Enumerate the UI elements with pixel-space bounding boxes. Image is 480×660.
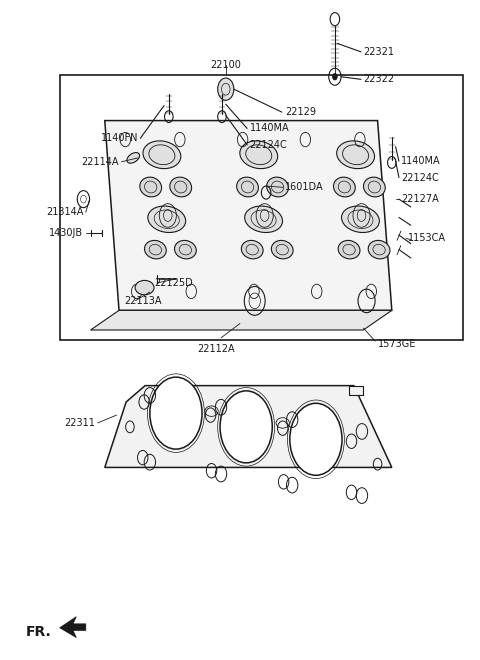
Text: 1140MA: 1140MA (250, 123, 289, 133)
Text: 22321: 22321 (363, 47, 395, 57)
Text: 22129: 22129 (285, 107, 316, 117)
Text: FR.: FR. (25, 626, 51, 640)
Ellipse shape (135, 280, 154, 295)
Text: 22124C: 22124C (401, 172, 439, 183)
Ellipse shape (267, 177, 288, 197)
Text: 22100: 22100 (210, 59, 241, 69)
Polygon shape (105, 121, 392, 310)
Ellipse shape (144, 240, 166, 259)
Text: 21314A: 21314A (46, 207, 84, 217)
Text: 1601DA: 1601DA (285, 182, 324, 192)
Ellipse shape (368, 240, 390, 259)
Polygon shape (349, 385, 363, 395)
Ellipse shape (170, 177, 192, 197)
Circle shape (290, 403, 342, 475)
Text: 22322: 22322 (363, 75, 395, 84)
Circle shape (333, 73, 337, 80)
Ellipse shape (336, 141, 374, 168)
Polygon shape (91, 310, 392, 330)
Text: 1140FN: 1140FN (100, 133, 138, 143)
Text: 22113A: 22113A (124, 296, 161, 306)
Text: 22124C: 22124C (250, 140, 287, 150)
Text: 1430JB: 1430JB (49, 228, 84, 238)
Ellipse shape (363, 177, 385, 197)
Ellipse shape (341, 206, 379, 232)
Circle shape (220, 391, 272, 463)
Text: 22127A: 22127A (401, 194, 439, 204)
Circle shape (218, 78, 234, 100)
Ellipse shape (334, 177, 355, 197)
Text: 1153CA: 1153CA (408, 234, 446, 244)
Circle shape (150, 377, 202, 449)
Ellipse shape (241, 240, 263, 259)
Ellipse shape (140, 177, 162, 197)
Ellipse shape (240, 141, 277, 168)
Ellipse shape (338, 240, 360, 259)
Text: 22125D: 22125D (155, 278, 193, 288)
Ellipse shape (127, 152, 140, 163)
Text: 22112A: 22112A (197, 345, 235, 354)
Text: 22114A: 22114A (82, 157, 119, 167)
Polygon shape (105, 385, 392, 467)
Ellipse shape (271, 240, 293, 259)
Ellipse shape (237, 177, 258, 197)
Polygon shape (60, 616, 86, 638)
Ellipse shape (148, 206, 186, 232)
Ellipse shape (143, 141, 181, 168)
Text: 1573GE: 1573GE (378, 339, 416, 349)
Text: 1140MA: 1140MA (401, 156, 441, 166)
Text: 22311: 22311 (64, 418, 96, 428)
Bar (60, 75, 463, 340)
Ellipse shape (175, 240, 196, 259)
Ellipse shape (245, 206, 283, 232)
